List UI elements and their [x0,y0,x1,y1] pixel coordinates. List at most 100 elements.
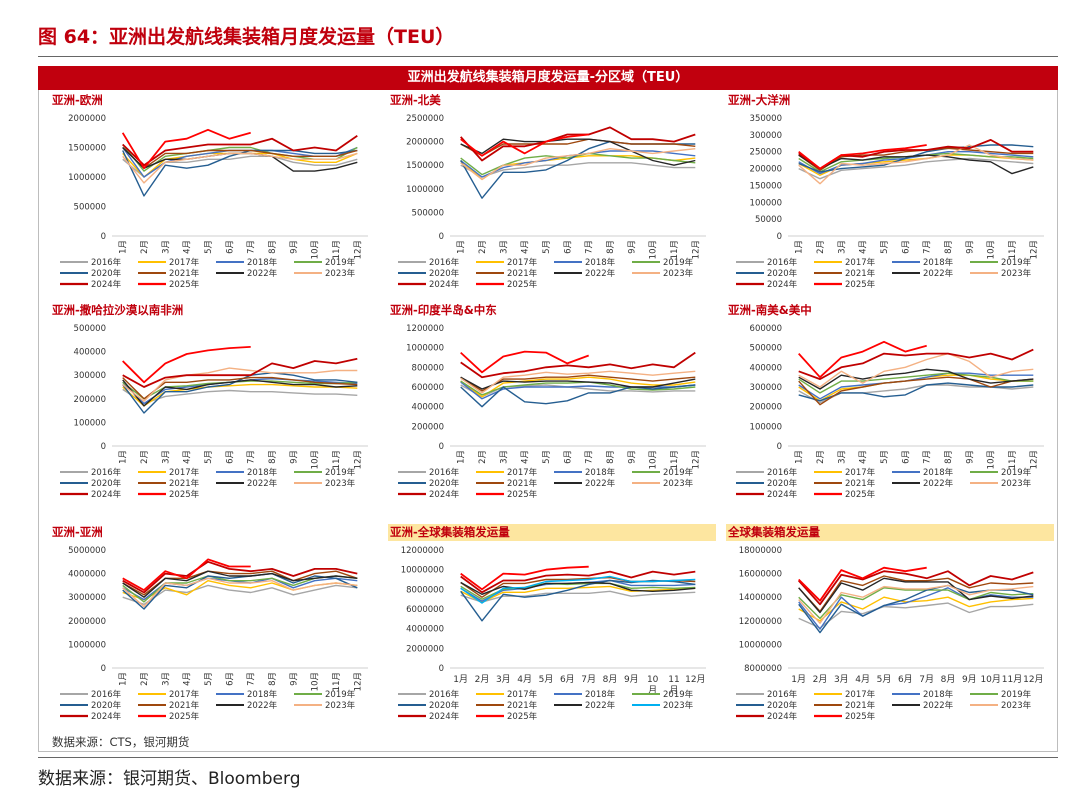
series-2020-line [122,572,358,610]
x-tick-label: 10月 [311,672,321,691]
legend-label: 2017年 [507,257,538,268]
legend-label: 2019年 [1001,467,1032,478]
series-2019-line [460,380,696,396]
legend-label: 2021年 [507,700,538,711]
x-tick-label: 4月 [183,672,193,686]
series-2016-line [460,590,696,603]
legend-label: 2017年 [507,467,538,478]
x-tick-label: 6月 [560,674,575,685]
y-tick-label: 200000 [750,403,782,413]
charts-frame [38,66,1058,752]
y-tick-label: 1000000 [406,344,444,354]
x-tick-label: 5月 [880,240,890,254]
x-tick-label: 11月 [1008,240,1018,259]
y-tick-label: 1500000 [68,144,106,154]
y-tick-label: 250000 [750,148,782,158]
x-tick-label: 10月 [311,450,321,469]
x-tick-label: 10月 [649,450,659,469]
x-tick-label: 9月 [627,240,637,254]
series-2020-line [798,382,1034,402]
x-tick-label: 11月 [1002,674,1022,685]
legend-label: 2023年 [325,268,356,279]
legend-label: 2017年 [507,689,538,700]
x-tick-label: 5月 [204,450,214,464]
legend-label: 2018年 [923,689,954,700]
legend-label: 2017年 [169,257,200,268]
x-tick-label: 8月 [603,674,618,685]
series-2021-line [798,376,1034,406]
series-2021-line [122,376,358,400]
series-2023-line [460,370,696,394]
y-tick-label: 500000 [74,203,106,213]
series-2017-line [122,383,358,407]
series-2024-line [122,134,358,167]
x-tick-label: 6月 [563,240,573,254]
y-tick-label: 4000000 [406,625,444,635]
chart-asia-europe: 亚洲-欧洲 0 500000 1000000 1500000 2000000 1月 2月 3月… [50,92,380,304]
y-tick-label: 14000000 [739,593,782,603]
y-tick-label: 0 [777,442,782,452]
x-tick-label: 8月 [944,450,954,464]
y-tick-label: 400000 [750,363,782,373]
x-tick-label: 6月 [225,240,235,254]
y-tick-label: 100000 [750,198,782,208]
chart-svg: 0 50000 100000 150000 200000 250000 300000 3500… [736,114,1044,290]
legend-label: 2019年 [325,467,356,478]
series-2016-line [460,162,696,178]
x-tick-label: 12月 [353,450,363,469]
y-tick-label: 1000000 [406,185,444,195]
x-tick-label: 6月 [563,450,573,464]
y-tick-label: 4000000 [68,570,106,580]
x-tick-label: 3月 [499,240,509,254]
legend-label: 2021年 [169,268,200,279]
x-tick-label: 7月 [585,240,595,254]
x-tick-label: 10月 [987,450,997,469]
legend-label: 2021年 [507,478,538,489]
y-tick-label: 400000 [412,403,444,413]
x-tick-label: 12月 [353,240,363,259]
x-tick-label: 4月 [183,240,193,254]
legend-label: 2024年 [767,711,798,722]
x-tick-label: 4月 [517,674,532,685]
series-2020-line [460,579,696,622]
x-tick-label: 3月 [499,450,509,464]
legend-label: 2019年 [663,257,694,268]
series-2021-line [122,146,358,169]
chart-title: 亚洲-印度半岛&中东 [390,303,497,317]
y-tick-label: 0 [439,232,444,242]
legend-label: 2021年 [845,268,876,279]
legend-label: 2018年 [585,257,616,268]
x-tick-label: 11月 [332,240,342,259]
y-tick-label: 0 [439,664,444,674]
y-tick-label: 300000 [750,383,782,393]
chart-title: 亚洲-全球集装箱发运量 [388,524,716,541]
x-tick-label: 3月 [161,240,171,254]
y-tick-label: 500000 [750,344,782,354]
legend-label: 2025年 [169,279,200,290]
series-2023-line [460,148,696,181]
series-2018-line [798,372,1034,400]
legend-label: 2016年 [91,257,122,268]
series-2025-line [460,565,589,591]
legend-label: 2022年 [923,268,954,279]
legend-label: 2023年 [325,478,356,489]
legend-label: 2016年 [91,689,122,700]
legend-label: 2022年 [247,478,278,489]
chart-title: 亚洲-大洋洲 [728,93,791,107]
legend-label: 2019年 [325,689,356,700]
x-tick-label: 7月 [919,674,934,685]
legend-label: 2018年 [247,257,278,268]
chart-svg: 0 500000 1000000 1500000 2000000 1月 2月 3月 4月 5月 6月… [60,114,368,290]
legend-label: 2024年 [91,279,122,290]
x-tick-label: 1月 [119,240,129,254]
series-2023-line [460,575,696,604]
chart-title: 亚洲-亚洲 [52,525,103,539]
legend-label: 2022年 [923,700,954,711]
series-2024-line [798,570,1034,606]
legend-label: 2025年 [507,279,538,290]
x-tick-label: 4月 [521,450,531,464]
series-2022-line [460,138,696,166]
x-tick-label: 8月 [268,450,278,464]
x-tick-label: 2月 [140,672,150,686]
